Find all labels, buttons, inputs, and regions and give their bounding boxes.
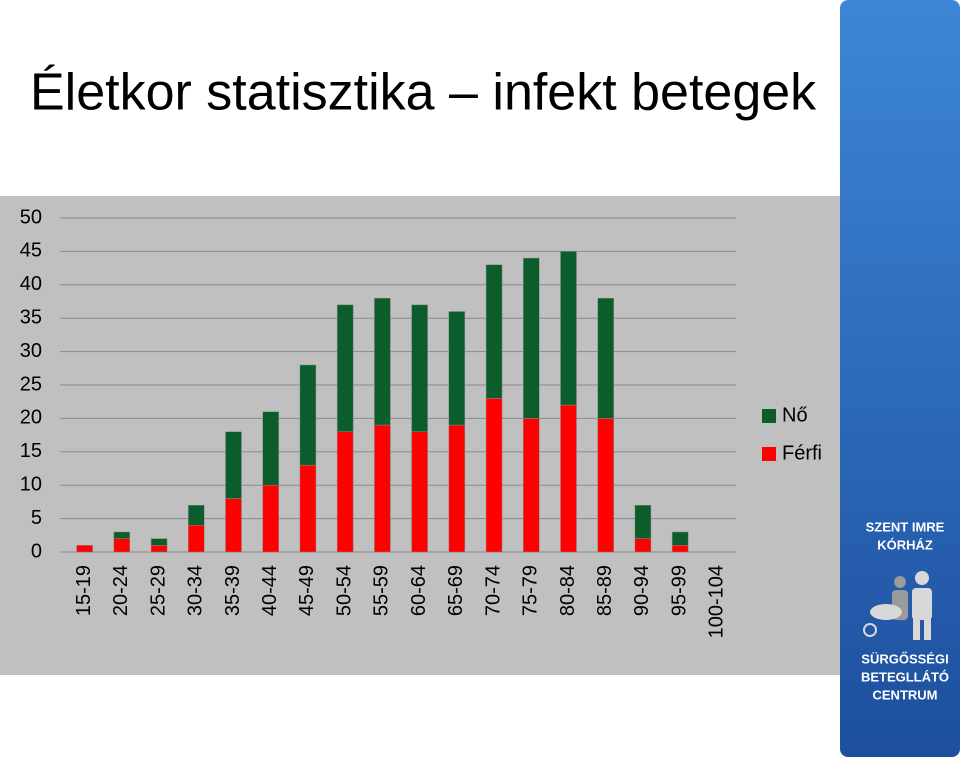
- x-tick-label: 25-29: [147, 565, 169, 616]
- x-tick-label: 55-59: [371, 565, 393, 616]
- bar-segment: [150, 538, 168, 546]
- y-tick-label: 40: [20, 273, 42, 295]
- bar-segment: [188, 504, 205, 526]
- legend-label: Férfi: [782, 442, 822, 464]
- y-tick-label: 0: [31, 540, 42, 562]
- y-tick-label: 10: [20, 473, 42, 495]
- bar-segment: [336, 431, 354, 553]
- bar-segment: [411, 304, 428, 433]
- bar-segment: [560, 404, 577, 553]
- logo-text: SÜRGŐSSÉGI: [861, 651, 948, 666]
- bar-segment: [560, 251, 577, 406]
- bar-segment: [671, 531, 689, 546]
- bar-segment: [76, 545, 93, 553]
- bar-segment: [113, 538, 131, 553]
- bar-segment: [634, 538, 652, 553]
- x-tick-label: 75-79: [520, 565, 542, 616]
- bar-segment: [634, 504, 652, 539]
- legend-swatch: [762, 447, 776, 461]
- bar-segment: [448, 424, 466, 553]
- bar-segment: [150, 545, 168, 553]
- bar-segment: [336, 304, 354, 433]
- bar-segment: [374, 297, 391, 426]
- y-tick-label: 5: [31, 507, 42, 529]
- y-tick-label: 30: [20, 340, 42, 362]
- bar-segment: [523, 257, 540, 419]
- x-tick-label: 35-39: [222, 565, 244, 616]
- bar-segment: [262, 484, 279, 553]
- logo-text: CENTRUM: [873, 687, 938, 702]
- legend-swatch: [762, 409, 776, 423]
- chart-title: Életkor statisztika – infekt betegek: [30, 64, 817, 122]
- bar-segment: [597, 297, 614, 419]
- bar-segment: [188, 525, 205, 553]
- x-tick-label: 20-24: [110, 565, 132, 616]
- bar-segment: [671, 545, 689, 553]
- x-tick-label: 65-69: [445, 565, 467, 616]
- bar-segment: [299, 364, 317, 466]
- side-panel: [840, 0, 960, 757]
- x-tick-label: 45-49: [296, 565, 318, 616]
- logo-text: BETEGLLÁTÓ: [861, 669, 949, 684]
- x-tick-label: 30-34: [185, 565, 207, 616]
- y-tick-label: 50: [20, 206, 42, 228]
- x-tick-label: 50-54: [333, 565, 355, 616]
- logo-text: SZENT IMRE: [866, 519, 945, 534]
- bar-segment: [485, 264, 503, 399]
- bar-segment: [523, 418, 540, 553]
- bar-segment: [374, 424, 391, 553]
- bar-segment: [225, 431, 242, 499]
- bar-segment: [113, 531, 131, 539]
- y-tick-label: 35: [20, 306, 42, 328]
- logo-text: KÓRHÁZ: [877, 537, 933, 552]
- x-tick-label: 100-104: [706, 565, 728, 638]
- bar-segment: [262, 411, 279, 486]
- x-tick-label: 70-74: [482, 565, 504, 616]
- x-tick-label: 40-44: [259, 565, 281, 616]
- x-tick-label: 60-64: [408, 565, 430, 616]
- y-tick-label: 20: [20, 407, 42, 429]
- x-tick-label: 95-99: [668, 565, 690, 616]
- bar-segment: [299, 464, 317, 553]
- bar-segment: [485, 398, 503, 553]
- x-tick-label: 15-19: [73, 565, 95, 616]
- x-tick-label: 85-89: [594, 565, 616, 616]
- bar-segment: [448, 311, 466, 426]
- bar-segment: [225, 498, 242, 553]
- bar-segment: [597, 418, 614, 553]
- y-tick-label: 25: [20, 373, 42, 395]
- bar-segment: [411, 431, 428, 553]
- x-tick-label: 80-84: [557, 565, 579, 616]
- y-tick-label: 15: [20, 440, 42, 462]
- logo-figure: [863, 571, 932, 640]
- y-tick-label: 45: [20, 240, 42, 262]
- x-tick-label: 90-94: [631, 565, 653, 616]
- legend-label: Nő: [782, 404, 808, 426]
